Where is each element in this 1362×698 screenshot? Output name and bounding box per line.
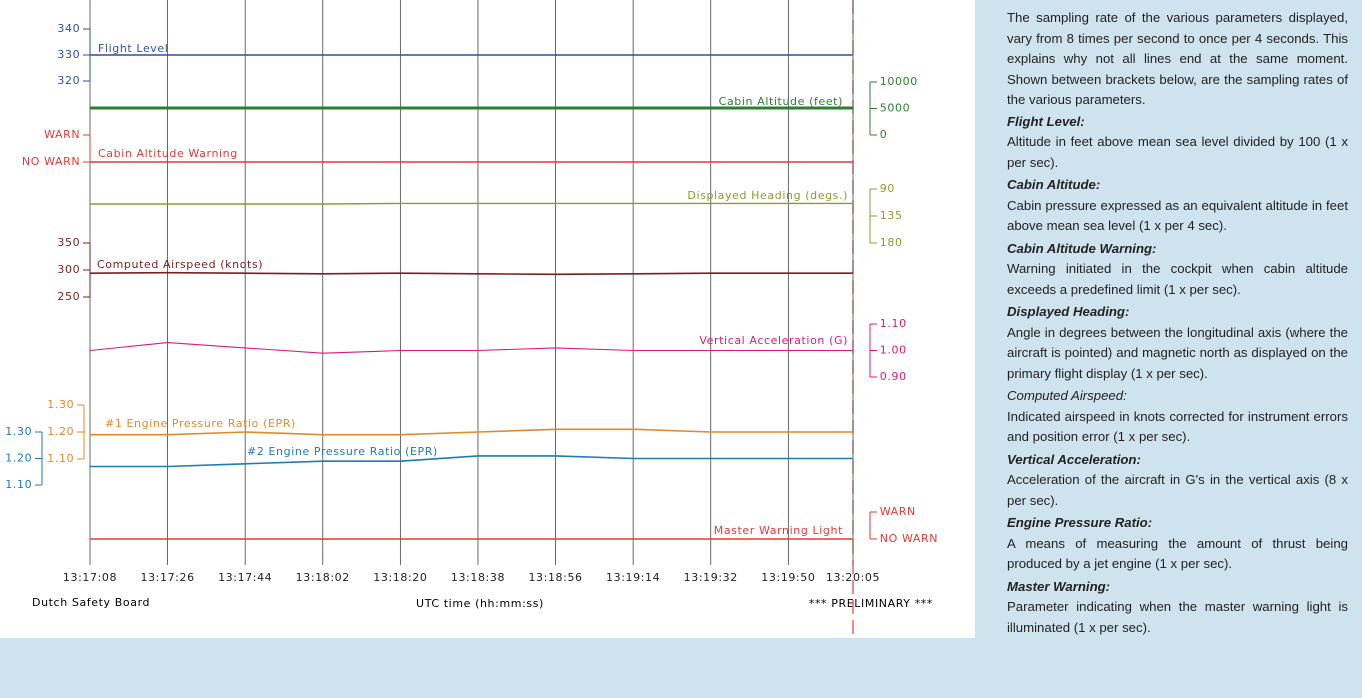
x-tick-label: 13:19:14 (606, 571, 660, 584)
note-text: Parameter indicating when the master war… (1007, 599, 1348, 635)
y-tick-label: 0 (880, 128, 888, 141)
trace-label: #1 Engine Pressure Ratio (EPR) (105, 417, 296, 430)
y-tick-label: NO WARN (880, 532, 938, 545)
note-text: Angle in degrees between the longitudina… (1007, 324, 1348, 381)
source: Dutch Safety Board (32, 596, 150, 609)
trace-label: Cabin Altitude Warning (98, 147, 238, 160)
note-text: A means of measuring the amount of thrus… (1007, 535, 1348, 572)
y-tick-label: 340 (57, 22, 80, 35)
y-tick-label: NO WARN (22, 155, 80, 168)
y-tick-label: 1.10 (47, 452, 74, 465)
note-heading: Displayed Heading: (1007, 304, 1130, 319)
note-item: Cabin Altitude: Cabin pressure expressed … (1007, 175, 1348, 237)
y-tick-label: 330 (57, 48, 80, 61)
note-heading: Cabin Altitude: (1007, 177, 1101, 192)
note-item: Master Warning: Parameter indicating when… (1007, 577, 1348, 639)
note-item: Flight Level: Altitude in feet above mean… (1007, 112, 1348, 174)
note-text: Altitude in feet above mean sea level di… (1007, 134, 1348, 170)
trace-label: Flight Level (98, 42, 168, 55)
y-tick-label: 10000 (880, 75, 918, 88)
x-tick-label: 13:17:08 (63, 571, 117, 584)
x-tick-label: 13:18:38 (451, 571, 505, 584)
x-tick-label: 13:19:32 (684, 571, 738, 584)
trace (90, 202, 853, 205)
note-text: Warning initiated in the cockpit when ca… (1007, 261, 1348, 297)
y-tick-label: 180 (880, 236, 903, 249)
trace-label: Cabin Altitude (feet) (719, 95, 843, 108)
y-tick-label: WARN (880, 505, 916, 518)
note-heading: Computed Airspeed: (1007, 388, 1127, 403)
note-heading: Flight Level: (1007, 113, 1085, 129)
x-tick-label: 13:20:05 (826, 571, 880, 584)
note-text: Cabin pressure expressed as an equivalen… (1007, 197, 1348, 234)
note-text: Indicated airspeed in knots corrected fo… (1007, 408, 1348, 445)
y-tick-label: 135 (880, 209, 903, 222)
trace (90, 455, 853, 468)
y-tick-label: 90 (880, 182, 895, 195)
y-tick-label: 300 (57, 263, 80, 276)
notes-panel: The sampling rate of the various paramet… (1007, 8, 1348, 640)
note-item: Displayed Heading: Angle in degrees betwe… (1007, 302, 1348, 384)
y-tick-label: 1.00 (880, 344, 907, 357)
intro: The sampling rate of the various paramet… (1007, 10, 1348, 107)
trace-label: Vertical Acceleration (G) (699, 334, 848, 347)
note-heading: Master Warning: (1007, 578, 1111, 594)
y-tick-label: 1.20 (5, 452, 32, 465)
note-item: Engine Pressure Ratio: A means of measuri… (1007, 513, 1348, 575)
y-tick-label: 0.90 (880, 370, 907, 383)
x-tick-label: 13:18:02 (296, 571, 350, 584)
y-tick-label: 1.30 (47, 398, 74, 411)
trace (90, 428, 853, 436)
note-heading: Vertical Acceleration: (1007, 451, 1141, 467)
trace-label: #2 Engine Pressure Ratio (EPR) (247, 445, 438, 458)
x-tick-label: 13:18:56 (528, 571, 582, 584)
y-tick-label: 250 (57, 290, 80, 303)
note: *** PRELIMINARY *** (809, 597, 933, 610)
x-tick-label: 13:18:20 (373, 571, 427, 584)
y-tick-label: 1.10 (880, 317, 907, 330)
y-tick-label: 5000 (880, 102, 910, 115)
x-tick-label: 13:19:50 (761, 571, 815, 584)
y-tick-label: 1.30 (5, 425, 32, 438)
note-item: Vertical Acceleration: Acceleration of th… (1007, 450, 1348, 512)
note-heading: Engine Pressure Ratio: (1007, 515, 1153, 530)
trace (89, 342, 853, 354)
trace (89, 271, 853, 276)
y-tick-label: WARN (44, 128, 80, 141)
x-tick-label: 13:17:26 (140, 571, 194, 584)
note-item: Cabin Altitude Warning: Warning initiated… (1007, 239, 1348, 301)
x-axis-label: UTC time (hh:mm:ss) (416, 597, 544, 610)
note-item: Computed Airspeed: Indicated airspeed in … (1007, 386, 1348, 448)
trace-label: Master Warning Light (714, 524, 843, 537)
x-tick-label: 13:17:44 (218, 571, 272, 584)
trace-label: Displayed Heading (degs.) (687, 189, 848, 202)
chart: Dutch Safety Board UTC time (hh:mm:ss) *… (0, 0, 975, 638)
y-tick-label: 1.10 (5, 478, 32, 491)
y-tick-label: 320 (57, 74, 80, 87)
y-tick-label: 1.20 (47, 425, 74, 438)
note-text: Acceleration of the aircraft in G's in t… (1007, 472, 1348, 508)
note-heading: Cabin Altitude Warning: (1007, 240, 1157, 256)
trace-label: Computed Airspeed (knots) (97, 258, 263, 271)
y-tick-label: 350 (57, 236, 80, 249)
